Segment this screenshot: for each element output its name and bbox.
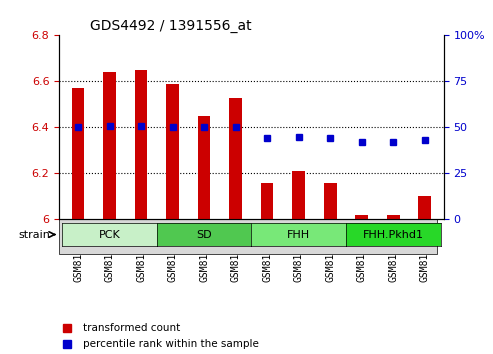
Bar <box>198 116 211 219</box>
Bar <box>104 72 116 219</box>
Bar <box>387 215 399 219</box>
Bar <box>419 196 431 219</box>
Text: FHH: FHH <box>287 229 310 240</box>
Bar <box>229 97 242 219</box>
Bar <box>135 70 147 219</box>
Bar <box>59 219 437 254</box>
Bar <box>324 183 337 219</box>
Bar <box>355 215 368 219</box>
Text: strain: strain <box>18 229 50 240</box>
Bar <box>292 171 305 219</box>
Text: GDS4492 / 1391556_at: GDS4492 / 1391556_at <box>90 19 251 33</box>
Bar <box>72 88 84 219</box>
Text: percentile rank within the sample: percentile rank within the sample <box>83 339 259 349</box>
Bar <box>166 84 179 219</box>
Text: SD: SD <box>196 229 212 240</box>
Text: transformed count: transformed count <box>83 323 180 333</box>
Bar <box>261 183 274 219</box>
Text: PCK: PCK <box>99 229 120 240</box>
Text: FHH.Pkhd1: FHH.Pkhd1 <box>363 229 424 240</box>
